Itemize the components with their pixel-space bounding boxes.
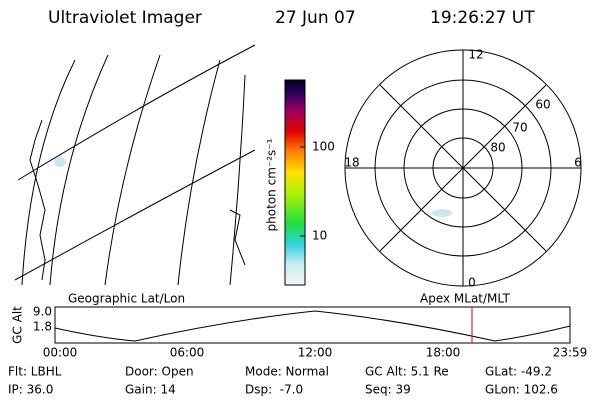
colorbar	[284, 79, 306, 286]
timeline-xtick: 23:59	[553, 346, 588, 360]
lat-label: 80	[490, 141, 505, 155]
info-field: IP: 36.0	[8, 383, 53, 397]
info-field: GC Alt: 5.1 Re	[365, 365, 449, 379]
info-field: Door: Open	[125, 365, 194, 379]
timeline-ytick: 9.0	[33, 305, 52, 319]
timeline-xtick: 18:00	[426, 346, 461, 360]
colorbar-tick-label: 100	[312, 140, 335, 154]
title: Ultraviolet Imager	[48, 8, 202, 28]
timeline-xtick: 06:00	[170, 346, 205, 360]
polar-grid	[344, 49, 582, 287]
altitude-curve	[54, 310, 571, 342]
map-label: Geographic Lat/Lon	[68, 292, 185, 306]
time: 19:26:27 UT	[430, 8, 535, 28]
info-field: GLon: 102.6	[485, 383, 558, 397]
lat-label: 70	[512, 121, 527, 135]
geo-map	[14, 44, 256, 286]
mlt-label: 0	[468, 276, 476, 290]
timeline-axis-label: GC Alt	[11, 306, 25, 344]
polar-label: Apex MLat/MLT	[420, 292, 510, 306]
info-field: Flt: LBHL	[8, 365, 62, 379]
colorbar-label: photon cm⁻²s⁻¹	[265, 138, 279, 231]
timeline-xtick: 00:00	[43, 346, 78, 360]
info-field: Seq: 39	[365, 383, 411, 397]
mlt-label: 18	[344, 156, 359, 170]
lat-label: 60	[535, 98, 550, 112]
info-field: GLat: -49.2	[485, 365, 552, 379]
timeline-box	[54, 306, 571, 344]
info-field: Gain: 14	[125, 383, 176, 397]
timeline-xtick: 12:00	[298, 346, 333, 360]
info-field: Mode: Normal	[245, 365, 329, 379]
timeline-ytick: 1.8	[33, 320, 52, 334]
mlt-label: 6	[574, 156, 582, 170]
info-panel: Flt: LBHL Door: Open Mode: Normal GC Alt: 5…	[8, 365, 558, 397]
mlt-label: 12	[468, 48, 483, 62]
info-field: Dsp: -7.0	[245, 383, 303, 397]
colorbar-tick-label: 10	[312, 229, 327, 243]
date: 27 Jun 07	[275, 8, 356, 28]
